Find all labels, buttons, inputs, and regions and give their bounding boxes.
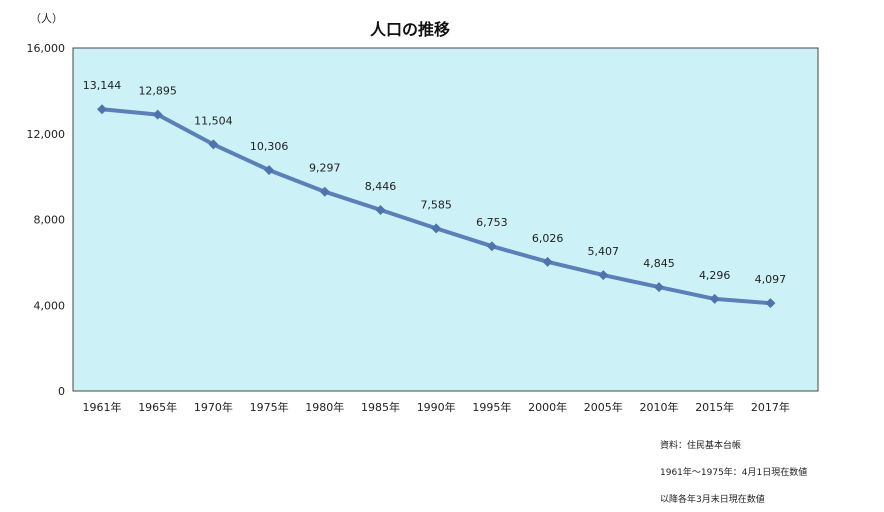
data-point <box>765 298 776 309</box>
y-tick-label: 12,000 <box>27 128 66 141</box>
x-tick-label: 1985年 <box>361 400 400 414</box>
x-tick-label: 2017年 <box>751 400 790 414</box>
y-tick-label: 8,000 <box>34 214 66 227</box>
note-line-1: 1961年～1975年：4月1日現在数値 <box>660 468 808 478</box>
note-line-2: 以降各年3月末日現在数値 <box>660 495 765 505</box>
data-point <box>97 104 107 115</box>
data-label: 5,407 <box>588 245 620 258</box>
chart-title: 人口の推移 <box>370 20 450 39</box>
data-label: 7,585 <box>420 198 452 211</box>
y-tick-label: 4,000 <box>34 299 66 312</box>
data-point <box>208 139 219 150</box>
y-axis-unit: （人） <box>30 12 63 25</box>
x-tick-label: 1995年 <box>472 400 511 414</box>
x-tick-label: 1965年 <box>138 400 177 414</box>
data-point <box>375 204 386 215</box>
data-label: 11,504 <box>194 114 233 127</box>
y-tick-label: 0 <box>58 385 65 398</box>
x-tick-label: 1970年 <box>194 400 233 414</box>
x-tick-label: 1975年 <box>250 400 289 414</box>
x-tick-label: 1961年 <box>83 400 122 414</box>
data-point <box>431 223 442 234</box>
data-label: 4,845 <box>643 257 675 270</box>
plot-area <box>72 47 819 392</box>
y-tick-label: 16,000 <box>27 42 66 55</box>
y-axis-ticks: 0 4,000 8,000 12,000 16,000 <box>27 42 66 398</box>
data-label: 8,446 <box>365 180 397 193</box>
x-tick-label: 2010年 <box>640 400 679 414</box>
data-label: 6,026 <box>532 232 564 245</box>
data-point <box>598 270 609 281</box>
source-note: 資料：住民基本台帳 <box>660 441 742 451</box>
data-labels: 13,144 12,895 11,504 10,306 9,297 8,446 7,585 6… <box>83 79 786 286</box>
data-point <box>486 241 497 252</box>
data-label: 4,097 <box>755 273 787 286</box>
data-point <box>654 282 664 293</box>
data-label: 6,753 <box>476 216 508 229</box>
x-tick-label: 2000年 <box>528 400 567 414</box>
data-label: 12,895 <box>138 85 177 98</box>
x-tick-label: 1990年 <box>417 400 456 414</box>
data-point <box>542 256 553 267</box>
x-axis-ticks: 1961年 1965年 1970年 1975年 1980年 1985年 1990年 1995年… <box>83 400 790 414</box>
data-point <box>709 293 720 304</box>
data-point <box>152 109 163 120</box>
data-markers <box>97 104 776 309</box>
x-tick-label: 1980年 <box>305 400 344 414</box>
data-label: 10,306 <box>250 140 289 153</box>
data-label: 13,144 <box>83 79 122 92</box>
x-tick-label: 2015年 <box>695 400 734 414</box>
data-point <box>264 165 275 176</box>
data-label: 9,297 <box>309 162 341 175</box>
x-tick-label: 2005年 <box>584 400 623 414</box>
data-label: 4,296 <box>699 269 731 282</box>
data-point <box>319 186 330 197</box>
